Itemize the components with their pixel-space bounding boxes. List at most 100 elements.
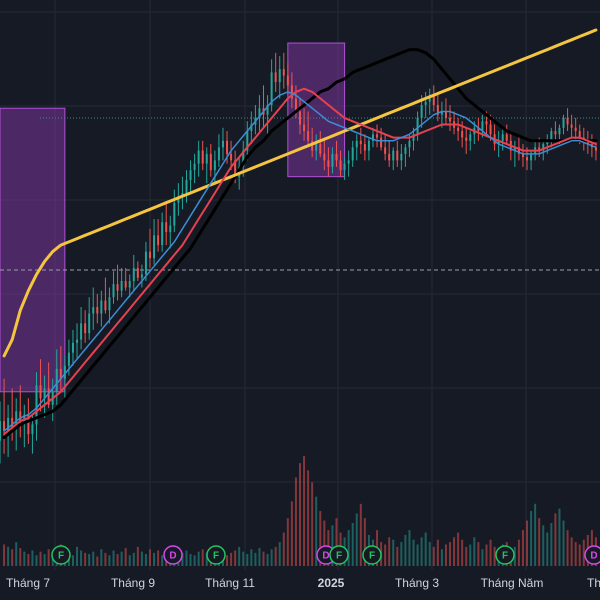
volume-bar xyxy=(144,554,147,566)
event-marker-letter: F xyxy=(369,551,375,562)
candle-body xyxy=(299,111,301,125)
volume-bar xyxy=(193,555,196,566)
candle-body xyxy=(521,153,524,158)
volume-bar xyxy=(76,546,79,566)
volume-bar xyxy=(517,539,520,566)
volume-bar xyxy=(258,548,261,566)
candle-body xyxy=(0,421,1,441)
candle-body xyxy=(104,300,107,311)
event-marker-d[interactable]: D xyxy=(163,545,183,565)
candle-body xyxy=(481,121,484,132)
candle-body xyxy=(335,153,338,161)
x-axis-tick-label: Th xyxy=(587,576,600,590)
volume-bar xyxy=(444,544,447,566)
event-marker-f[interactable]: F xyxy=(51,545,71,565)
volume-bar xyxy=(457,532,460,566)
candle-body xyxy=(546,140,549,145)
event-marker-d[interactable]: D xyxy=(584,545,600,565)
volume-bar xyxy=(530,511,533,566)
volume-bar xyxy=(254,552,257,566)
x-axis-tick-label: Tháng 7 xyxy=(6,576,50,590)
volume-bar xyxy=(132,552,135,566)
candle-body xyxy=(408,140,411,148)
volume-bar xyxy=(226,555,229,566)
x-axis-tick-label: Tháng 11 xyxy=(205,576,255,590)
candle-body xyxy=(39,385,42,399)
volume-bar xyxy=(282,532,285,566)
volume-bar xyxy=(355,513,358,566)
volume-bar xyxy=(278,542,281,566)
volume-bar xyxy=(299,463,301,566)
candle-body xyxy=(84,323,87,334)
volume-bar xyxy=(566,530,569,566)
volume-bar xyxy=(3,544,6,566)
volume-bar xyxy=(262,551,265,566)
volume-bar xyxy=(473,537,476,566)
candle-body xyxy=(367,140,370,151)
candle-body xyxy=(432,95,435,105)
candle-body xyxy=(157,235,160,246)
event-marker-f[interactable]: F xyxy=(495,545,515,565)
candle-body xyxy=(319,144,322,154)
candle-body xyxy=(501,134,504,141)
volume-bar xyxy=(521,530,524,566)
volume-bar xyxy=(234,550,237,566)
volume-bar xyxy=(347,530,350,566)
volume-bar xyxy=(286,518,289,566)
candle-body xyxy=(246,131,249,151)
candle-body xyxy=(189,170,192,180)
event-marker-f[interactable]: F xyxy=(362,545,382,565)
candle-body xyxy=(100,300,103,314)
volume-bar xyxy=(23,551,26,566)
candle-body xyxy=(420,104,423,118)
volume-bar xyxy=(477,542,480,566)
event-marker-letter: F xyxy=(502,551,508,562)
candle-body xyxy=(230,153,233,161)
volume-bar xyxy=(420,537,423,566)
candle-body xyxy=(80,323,83,340)
volume-bar xyxy=(396,546,399,566)
candle-body xyxy=(412,134,415,141)
event-marker-f[interactable]: F xyxy=(329,545,349,565)
candle-body xyxy=(221,140,224,148)
event-marker-letter: D xyxy=(169,551,176,562)
candle-body xyxy=(530,153,533,161)
volume-bar xyxy=(128,555,131,566)
candle-body xyxy=(177,196,180,203)
volume-bar xyxy=(120,551,123,566)
volume-bar xyxy=(489,539,492,566)
candle-body xyxy=(193,163,196,171)
volume-bar xyxy=(570,537,573,566)
candle-body xyxy=(497,140,500,145)
candle-body xyxy=(71,342,74,353)
candle-body xyxy=(197,150,200,164)
candle-body xyxy=(570,124,573,128)
candle-body xyxy=(574,127,577,132)
candle-body xyxy=(144,251,147,275)
candle-body xyxy=(286,75,289,86)
volume-bar xyxy=(440,549,443,566)
candle-body xyxy=(217,147,220,161)
candle-body xyxy=(428,95,431,102)
volume-bar xyxy=(311,482,314,566)
candle-body xyxy=(457,127,460,132)
candle-body xyxy=(234,160,237,177)
volume-bar xyxy=(250,549,253,566)
volume-bar xyxy=(112,550,115,566)
event-marker-f[interactable]: F xyxy=(206,545,226,565)
volume-bar xyxy=(84,552,87,566)
volume-bar xyxy=(554,513,557,566)
candle-body xyxy=(485,121,488,125)
candle-body xyxy=(165,222,168,233)
candle-body xyxy=(112,284,115,298)
volume-bar xyxy=(149,549,151,566)
candle-body xyxy=(461,131,464,138)
volume-bar xyxy=(449,542,451,566)
volume-bar xyxy=(181,552,184,566)
volume-bar xyxy=(274,546,277,566)
volume-bar xyxy=(47,549,50,566)
candle-body xyxy=(209,153,212,171)
